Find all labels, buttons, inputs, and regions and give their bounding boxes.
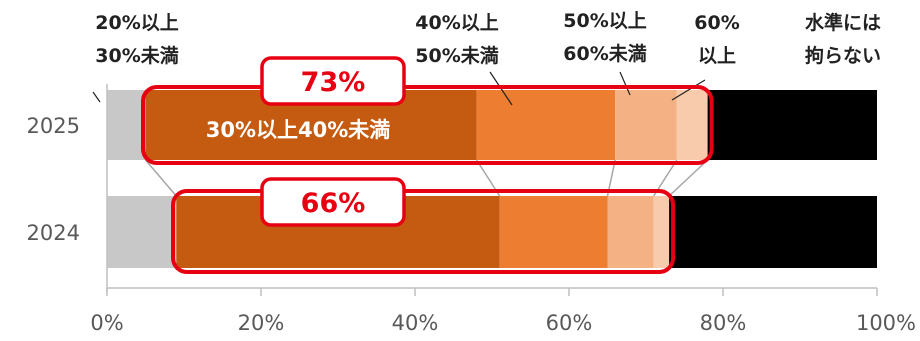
category-label-3-line2: 以上 xyxy=(698,45,736,67)
bar-2024-series-4 xyxy=(653,196,670,268)
y-tick-label-2024: 2024 xyxy=(27,221,80,245)
x-tick-label-2: 40% xyxy=(392,311,439,335)
x-tick-label-5: 100% xyxy=(856,311,916,335)
x-tick-label-1: 20% xyxy=(238,311,285,335)
label-pointer-3 xyxy=(671,79,706,101)
y-tick-label-2025: 2025 xyxy=(27,114,80,138)
category-label-3-line1: 60% xyxy=(694,12,739,34)
callout-value-2024: 66% xyxy=(301,188,366,219)
category-label-2-line2: 60%未満 xyxy=(563,42,646,65)
leader-line-0 xyxy=(144,159,177,197)
segment-label-30-40: 30%以上40%未満 xyxy=(206,118,391,142)
callout-badge-2025 xyxy=(260,56,406,106)
bar-2024-series-5 xyxy=(669,196,877,268)
category-label-0-line2: 30%未満 xyxy=(95,44,178,67)
label-pointer-0 xyxy=(92,91,101,103)
bars-layer xyxy=(107,90,877,268)
category-label-1-line2: 50%未満 xyxy=(415,44,498,67)
label-pointer-2 xyxy=(619,71,631,96)
leader-line-4 xyxy=(668,159,709,197)
callouts-layer: 73% 66% xyxy=(141,56,714,274)
bar-2025-series-4 xyxy=(676,90,708,160)
bar-2025-series-3 xyxy=(615,90,677,160)
category-label-1-line1: 40%以上 xyxy=(415,12,498,34)
bar-2024-series-2 xyxy=(499,196,608,268)
bar-2025-series-0 xyxy=(107,90,146,160)
callout-outline-2024 xyxy=(171,189,676,274)
bar-2025-series-2 xyxy=(476,90,616,160)
category-label-0-line1: 20%以上 xyxy=(95,12,178,34)
callout-value-2025: 73% xyxy=(301,67,366,98)
bar-2025-series-5 xyxy=(707,90,877,160)
category-label-4-line1: 水準には xyxy=(805,11,881,34)
axes-layer: 2025 2024 0% 20% 40% 60% 80% 100% xyxy=(27,84,916,335)
category-labels-layer: 30%以上40%未満 20%以上 30%未満 40%以上 50%未満 50%以上 60%未満… xyxy=(95,10,881,142)
category-label-2-line1: 50%以上 xyxy=(563,10,646,32)
category-label-4-line2: 拘らない xyxy=(805,44,881,67)
x-tick-label-4: 80% xyxy=(700,311,747,335)
callout-outline-2025 xyxy=(141,85,714,165)
callout-badge-2024 xyxy=(260,177,406,227)
bar-2024-series-0 xyxy=(107,196,177,268)
bar-2024-series-3 xyxy=(607,196,654,268)
x-tick-label-0: 0% xyxy=(90,311,123,335)
x-tick-label-3: 60% xyxy=(546,311,593,335)
